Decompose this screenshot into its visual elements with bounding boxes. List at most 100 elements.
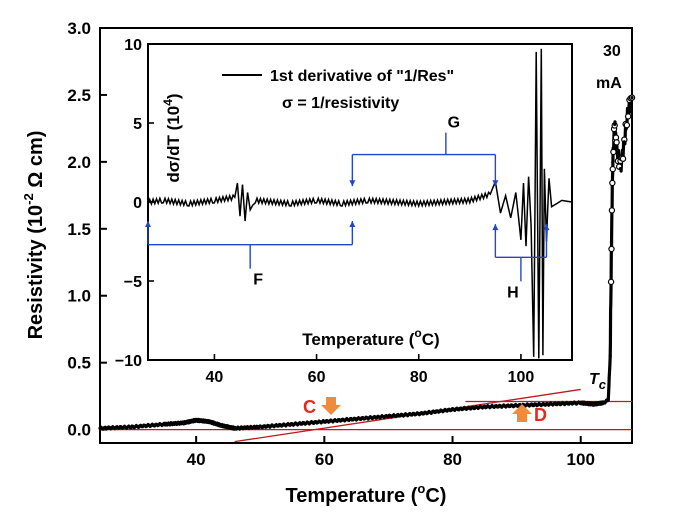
- main-plot: 0.00.51.01.52.02.53.0 40 60 80 100: [67, 19, 636, 469]
- main-series-point: [609, 240, 614, 244]
- inset-x-ticks: 40 60 80 100: [206, 354, 535, 386]
- main-series-point: [233, 426, 237, 430]
- main-series-point: [618, 166, 623, 171]
- inset-x-tick-label: 80: [410, 369, 428, 386]
- main-series-point: [630, 96, 634, 100]
- main-y-tick-label: 2.0: [67, 153, 91, 172]
- region-bracket-arrow-icon: [349, 180, 356, 187]
- main-series-point: [162, 422, 166, 426]
- main-x-tick-label: 80: [443, 450, 462, 469]
- main-y-axis-label-sup: -2: [21, 193, 36, 205]
- main-y-ticks: 0.0 0.5 1.0 1.5 2.0 2.5 3.0: [67, 19, 107, 440]
- inset-x-axis-label: Temperature (oC): [302, 326, 439, 349]
- main-y-tick-label: 2.5: [67, 86, 91, 105]
- region-bracket-arrow-icon: [492, 180, 499, 187]
- inset-y-axis-label-sup: 4: [161, 99, 175, 106]
- main-x-axis-label-text: Temperature (: [286, 485, 418, 507]
- main-series-point: [615, 146, 619, 151]
- inset-x-axis-label-end: C): [422, 330, 440, 349]
- main-series-point: [98, 426, 102, 430]
- inset-series-line: [147, 48, 573, 359]
- inset-plot: −10 −5 0 5 10 40 60 80 100 F G H: [115, 37, 573, 386]
- main-series-point: [354, 417, 358, 421]
- inset-y-tick-label: 5: [133, 116, 142, 133]
- inset-x-tick-label: 60: [308, 369, 326, 386]
- region-label-g: G: [448, 115, 460, 132]
- main-series-point: [624, 113, 632, 120]
- current-label-line1: 30: [603, 43, 621, 60]
- point-d-label: D: [534, 405, 547, 425]
- main-x-axis-label-sup: o: [417, 481, 425, 496]
- main-series-point: [515, 403, 519, 408]
- inset-y-axis-label: dσ/dT (104): [161, 93, 183, 182]
- inset-y-tick-label: 10: [124, 37, 142, 54]
- main-series-point: [623, 121, 631, 129]
- inset-x-axis-label-sup: o: [414, 326, 421, 340]
- region-label-h: H: [507, 284, 519, 301]
- main-y-axis-label: Resistivity (10-2 Ω cm): [21, 131, 47, 340]
- main-series-point: [608, 245, 615, 253]
- main-x-tick-label: 100: [567, 450, 595, 469]
- region-bracket-arrow-icon: [492, 224, 499, 231]
- inset-y-axis-label-text: dσ/dT (10: [164, 106, 183, 183]
- inset-x-tick-label: 40: [206, 369, 224, 386]
- main-y-tick-label: 1.5: [67, 220, 91, 239]
- point-c-label: C: [303, 397, 316, 417]
- main-x-tick-label: 60: [315, 450, 334, 469]
- main-series-point: [386, 414, 391, 418]
- main-series-point: [322, 419, 326, 424]
- inset-y-ticks: −10 −5 0 5 10: [115, 37, 154, 370]
- main-series-point: [258, 425, 262, 429]
- main-y-axis-label-text: Resistivity (10: [25, 205, 47, 340]
- main-x-axis-label-end: C): [425, 485, 446, 507]
- main-series: [98, 94, 636, 431]
- main-series-point: [607, 278, 615, 286]
- main-series-point: [591, 402, 596, 406]
- main-series-point: [608, 207, 616, 214]
- main-x-ticks: 40 60 80 100: [187, 436, 595, 469]
- main-series-point: [450, 407, 455, 412]
- main-series-point: [194, 418, 198, 422]
- main-series-point: [611, 160, 615, 164]
- inset-legend-note: σ = 1/resistivity: [282, 95, 399, 112]
- main-series-point: [290, 422, 294, 426]
- main-series-point: [606, 398, 610, 402]
- tc-label-sub: c: [599, 377, 607, 392]
- main-series-point: [547, 402, 551, 406]
- inset-y-tick-label: −10: [115, 353, 142, 370]
- region-label-f: F: [253, 272, 263, 289]
- inset-x-axis-label-text: Temperature (: [302, 330, 414, 349]
- main-x-tick-label: 40: [187, 450, 206, 469]
- main-series-point: [608, 354, 612, 358]
- main-series-point: [609, 165, 616, 173]
- main-x-axis-label: Temperature (oC): [286, 481, 447, 507]
- main-series-point: [220, 423, 224, 428]
- main-series-point: [601, 401, 605, 405]
- main-series-point: [610, 148, 617, 156]
- inset-legend-label: 1st derivative of "1/Res": [270, 68, 454, 85]
- main-series-point: [613, 139, 620, 146]
- inset-legend: 1st derivative of "1/Res" σ = 1/resistiv…: [222, 68, 454, 112]
- main-series-point: [579, 401, 583, 405]
- inset-series: [147, 48, 573, 359]
- inset-x-tick-label: 100: [508, 369, 535, 386]
- tc-label-main: T: [589, 371, 600, 388]
- tc-label: Tc: [589, 371, 607, 392]
- region-bracket-arrow-icon: [349, 220, 356, 227]
- main-series-point: [482, 405, 487, 409]
- region-bracket-arrow-icon: [543, 224, 550, 231]
- main-series-point: [609, 179, 616, 187]
- main-series-point: [622, 140, 626, 144]
- main-y-tick-label: 1.0: [67, 287, 91, 306]
- inset-y-tick-label: −5: [124, 274, 142, 291]
- main-series-point: [130, 425, 134, 429]
- main-series-point: [613, 122, 617, 126]
- region-bracket-arrow-icon: [145, 220, 151, 227]
- main-y-axis-label-end: Ω cm): [25, 131, 47, 194]
- point-c-arrow-icon: [321, 397, 341, 415]
- inset-y-tick-label: 0: [133, 195, 142, 212]
- point-d-arrow-icon: [512, 404, 532, 422]
- main-y-tick-label: 0.5: [67, 354, 91, 373]
- main-y-tick-label: 0.0: [67, 421, 91, 440]
